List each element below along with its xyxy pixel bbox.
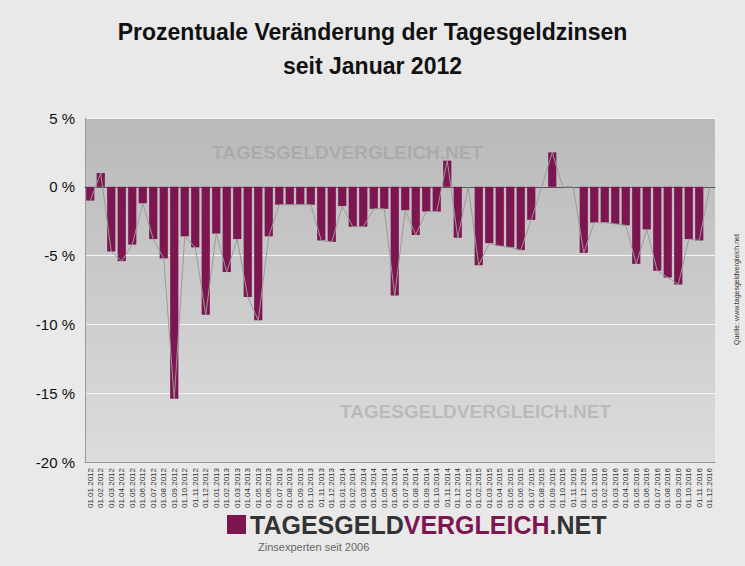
svg-text:01.05.2012: 01.05.2012 [128, 467, 137, 508]
svg-text:01.11.2013: 01.11.2013 [317, 467, 326, 507]
svg-text:01.07.2014: 01.07.2014 [401, 467, 410, 508]
svg-text:01.03.2015: 01.03.2015 [485, 467, 494, 508]
svg-text:01.01.2012: 01.01.2012 [86, 467, 95, 508]
svg-text:01.03.2013: 01.03.2013 [233, 467, 242, 508]
svg-text:01.06.2015: 01.06.2015 [516, 467, 525, 508]
svg-text:01.12.2015: 01.12.2015 [579, 467, 588, 508]
svg-text:01.01.2013: 01.01.2013 [212, 467, 221, 508]
svg-text:01.02.2016: 01.02.2016 [600, 467, 609, 508]
svg-text:01.04.2015: 01.04.2015 [495, 467, 504, 508]
svg-text:01.02.2015: 01.02.2015 [474, 467, 483, 508]
svg-text:01.03.2012: 01.03.2012 [107, 467, 116, 508]
svg-text:TAGESGELDVERGLEICH.NET: TAGESGELDVERGLEICH.NET [212, 142, 483, 163]
svg-text:01.06.2012: 01.06.2012 [138, 467, 147, 508]
svg-text:01.03.2016: 01.03.2016 [611, 467, 620, 508]
svg-text:01.09.2016: 01.09.2016 [674, 467, 683, 508]
svg-text:01.06.2016: 01.06.2016 [642, 467, 651, 508]
svg-text:0 %: 0 % [49, 178, 75, 195]
svg-text:01.04.2013: 01.04.2013 [243, 467, 252, 508]
svg-text:01.09.2014: 01.09.2014 [422, 467, 431, 508]
svg-text:01.02.2014: 01.02.2014 [348, 467, 357, 508]
svg-text:01.06.2014: 01.06.2014 [390, 467, 399, 508]
svg-text:01.08.2012: 01.08.2012 [159, 467, 168, 508]
svg-text:-20 %: -20 % [36, 454, 75, 471]
svg-text:01.09.2013: 01.09.2013 [296, 467, 305, 508]
svg-text:Zinsexperten seit 2006: Zinsexperten seit 2006 [258, 541, 369, 553]
svg-text:01.04.2014: 01.04.2014 [369, 467, 378, 508]
svg-text:seit Januar 2012: seit Januar 2012 [283, 53, 462, 79]
svg-text:01.07.2016: 01.07.2016 [653, 467, 662, 508]
svg-text:01.09.2015: 01.09.2015 [548, 467, 557, 508]
svg-text:01.08.2015: 01.08.2015 [537, 467, 546, 508]
svg-text:01.07.2012: 01.07.2012 [149, 467, 158, 508]
svg-text:01.01.2016: 01.01.2016 [590, 467, 599, 508]
svg-text:01.01.2014: 01.01.2014 [338, 467, 347, 508]
svg-text:01.04.2012: 01.04.2012 [117, 467, 126, 508]
svg-text:01.04.2016: 01.04.2016 [621, 467, 630, 508]
svg-text:01.01.2015: 01.01.2015 [464, 467, 473, 508]
svg-text:01.11.2016: 01.11.2016 [695, 467, 704, 507]
svg-text:.NET: .NET [550, 511, 607, 539]
svg-text:TAGESGELD: TAGESGELD [250, 511, 404, 539]
svg-text:-5 %: -5 % [44, 247, 75, 264]
svg-text:01.09.2012: 01.09.2012 [170, 467, 179, 508]
svg-text:01.05.2015: 01.05.2015 [506, 467, 515, 508]
svg-text:01.11.2012: 01.11.2012 [191, 467, 200, 507]
svg-text:01.05.2014: 01.05.2014 [380, 467, 389, 508]
svg-text:TAGESGELDVERGLEICH.NET: TAGESGELDVERGLEICH.NET [340, 401, 611, 422]
svg-text:01.12.2016: 01.12.2016 [705, 467, 714, 508]
svg-text:01.11.2015: 01.11.2015 [569, 467, 578, 507]
svg-text:01.07.2015: 01.07.2015 [527, 467, 536, 508]
svg-text:01.08.2016: 01.08.2016 [663, 467, 672, 508]
svg-text:VERGLEICH: VERGLEICH [404, 511, 550, 539]
svg-text:01.02.2013: 01.02.2013 [222, 467, 231, 508]
svg-text:01.05.2013: 01.05.2013 [254, 467, 263, 508]
svg-text:01.02.2012: 01.02.2012 [96, 467, 105, 508]
svg-text:01.10.2016: 01.10.2016 [684, 467, 693, 508]
svg-text:01.05.2016: 01.05.2016 [632, 467, 641, 508]
svg-text:01.10.2013: 01.10.2013 [306, 467, 315, 508]
svg-text:01.10.2014: 01.10.2014 [432, 467, 441, 508]
svg-text:01.06.2013: 01.06.2013 [264, 467, 273, 508]
svg-text:01.10.2012: 01.10.2012 [180, 467, 189, 508]
svg-text:-15 %: -15 % [36, 385, 75, 402]
svg-text:01.12.2013: 01.12.2013 [327, 467, 336, 508]
svg-text:5 %: 5 % [49, 110, 75, 127]
svg-text:01.12.2014: 01.12.2014 [453, 467, 462, 508]
svg-text:01.08.2014: 01.08.2014 [411, 467, 420, 508]
svg-text:01.03.2014: 01.03.2014 [359, 467, 368, 508]
svg-text:-10 %: -10 % [36, 316, 75, 333]
svg-text:Quelle: www.tagesgeldvergleich: Quelle: www.tagesgeldvergleich.net [733, 234, 741, 345]
svg-text:01.10.2015: 01.10.2015 [558, 467, 567, 508]
svg-text:01.11.2014: 01.11.2014 [443, 467, 452, 507]
svg-text:01.07.2013: 01.07.2013 [275, 467, 284, 508]
svg-text:01.12.2012: 01.12.2012 [201, 467, 210, 508]
svg-text:Prozentuale Veränderung der Ta: Prozentuale Veränderung der Tagesgeldzin… [118, 19, 628, 45]
svg-text:01.08.2013: 01.08.2013 [285, 467, 294, 508]
